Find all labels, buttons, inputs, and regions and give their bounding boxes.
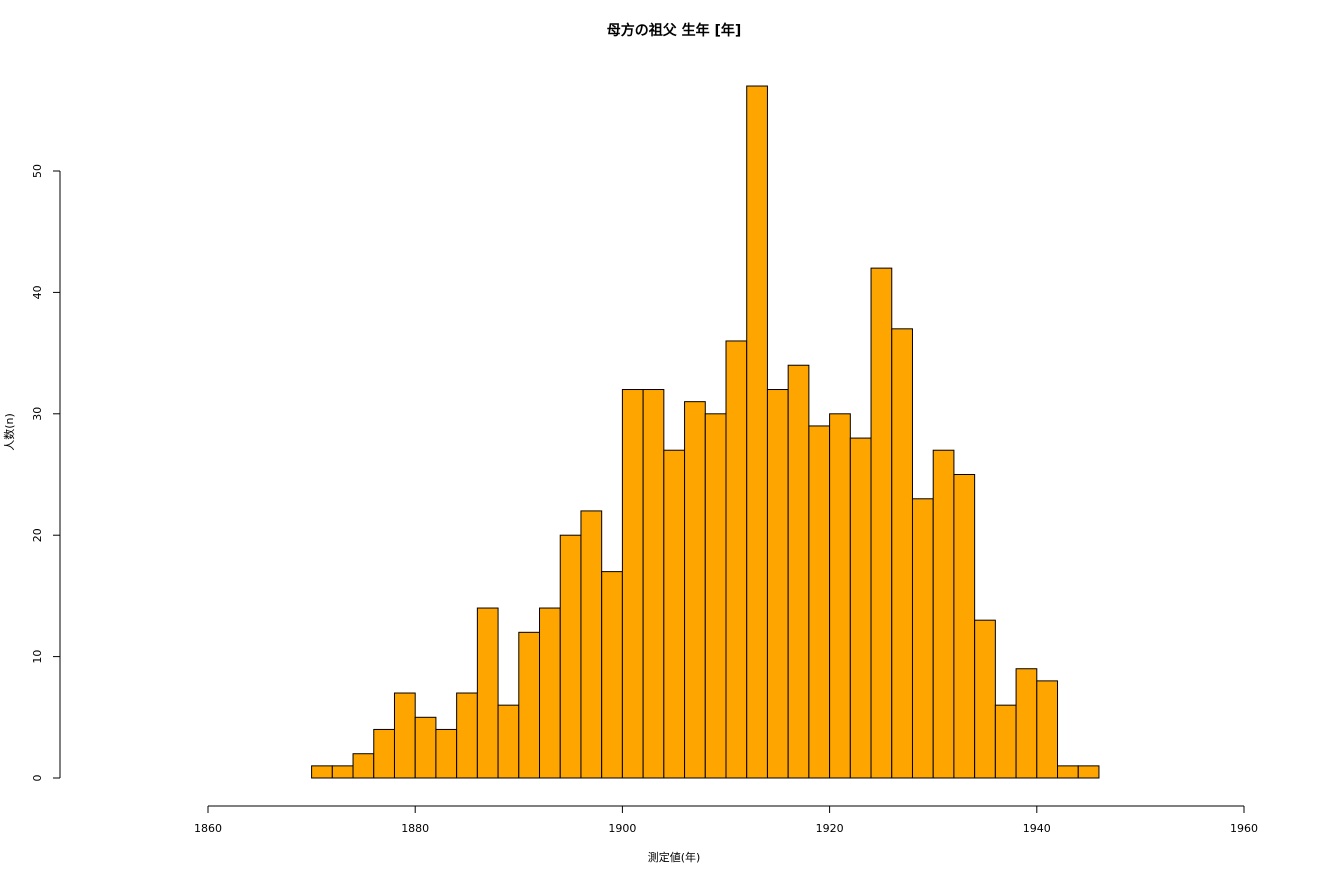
histogram-bar: [601, 571, 623, 779]
y-axis-label: 人数(n): [3, 413, 16, 451]
histogram-bar: [787, 364, 810, 779]
x-tick-label: 1900: [608, 822, 636, 835]
y-axis: 0 10 20 30 40 50: [31, 164, 61, 782]
histogram-bar: [766, 389, 789, 779]
histogram-bar: [435, 728, 458, 779]
histogram-bar: [539, 607, 561, 779]
histogram-bar: [891, 328, 913, 779]
histogram-bar: [518, 631, 541, 779]
histogram-bar: [642, 389, 665, 779]
histogram-bar: [849, 437, 872, 779]
histogram-bar: [331, 765, 354, 779]
histogram-bar: [352, 753, 375, 779]
y-tick-label: 0: [31, 775, 44, 782]
y-tick-label: 10: [31, 650, 44, 664]
x-axis-label: 測定値(年): [648, 850, 701, 864]
bars-group: [311, 85, 1100, 779]
histogram-bar: [829, 413, 851, 779]
x-tick-label: 1960: [1230, 822, 1258, 835]
histogram-bar: [1057, 765, 1079, 779]
histogram-bar: [559, 534, 582, 779]
histogram-bar: [476, 607, 499, 779]
x-axis: 1860 1880 1900 1920 1940 1960: [194, 805, 1258, 835]
y-tick-label: 40: [31, 285, 44, 299]
histogram-bar: [311, 765, 333, 779]
histogram-bar: [684, 401, 706, 779]
x-tick-label: 1920: [816, 822, 844, 835]
histogram-bar: [456, 692, 478, 779]
histogram-bar: [1015, 668, 1038, 779]
histogram-bar: [725, 340, 748, 779]
histogram-bar: [704, 413, 727, 779]
histogram-bar: [1036, 680, 1059, 779]
histogram-bar: [808, 425, 831, 779]
histogram-bar: [580, 510, 603, 779]
x-tick-label: 1940: [1023, 822, 1051, 835]
histogram-bar: [393, 692, 416, 779]
chart-title: 母方の祖父 生年 [年]: [607, 22, 742, 39]
histogram-bar: [911, 498, 934, 779]
histogram-bar: [746, 85, 768, 779]
histogram-bar: [870, 267, 893, 779]
histogram-bar: [1077, 765, 1100, 779]
histogram-bar: [994, 704, 1017, 779]
histogram-bar: [932, 449, 955, 779]
histogram-bar: [953, 474, 976, 779]
x-tick-label: 1860: [194, 822, 222, 835]
histogram-bar: [974, 619, 996, 779]
histogram-bar: [497, 704, 520, 779]
histogram-bar: [621, 389, 644, 779]
y-tick-label: 50: [31, 164, 44, 178]
histogram-bar: [373, 728, 395, 779]
y-tick-label: 30: [31, 407, 44, 421]
histogram-bar: [414, 716, 437, 779]
y-tick-label: 20: [31, 528, 44, 542]
histogram-bar: [663, 449, 686, 779]
x-tick-label: 1880: [401, 822, 429, 835]
